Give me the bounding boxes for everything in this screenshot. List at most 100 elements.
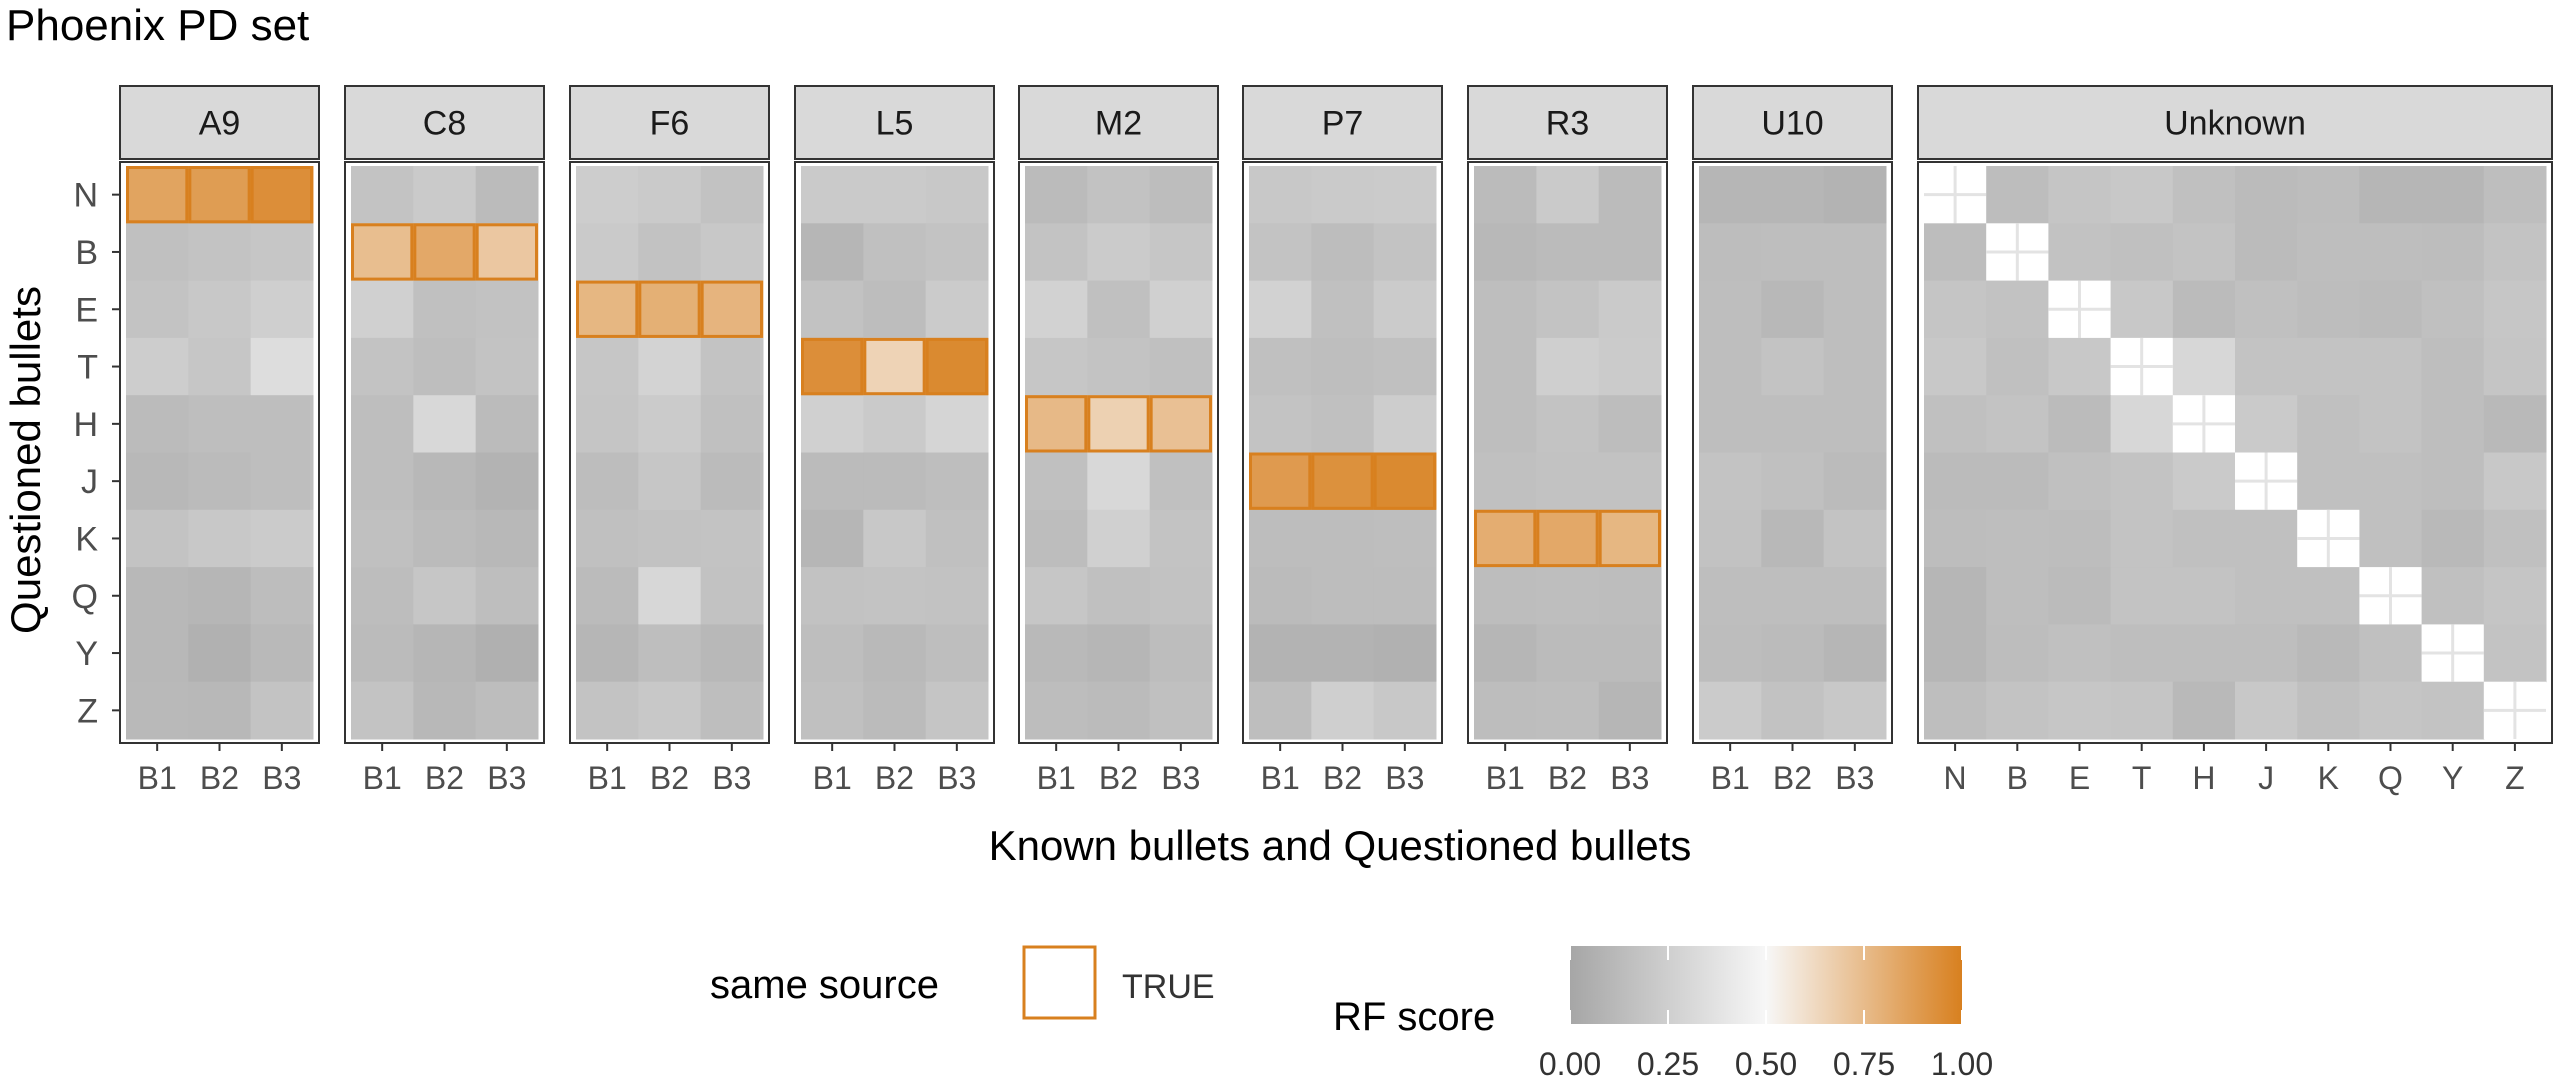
heatmap-cell (863, 509, 927, 568)
heatmap-cell (925, 624, 989, 683)
heatmap-cell (801, 166, 864, 224)
panel-M2: M2 B1 B2 B3 (1018, 85, 1219, 796)
heatmap-cell (2483, 624, 2547, 683)
heatmap-cell (126, 166, 189, 224)
heatmap-cell (2297, 337, 2360, 396)
heatmap-cell (801, 223, 864, 282)
heatmap-cell (1249, 280, 1312, 339)
panel-C8: C8 B1 B2 B3 (344, 85, 545, 796)
heatmap-cell (2359, 223, 2423, 282)
heatmap-cell (1924, 223, 1987, 282)
same-source-outline (126, 166, 189, 224)
heatmap-cell (2048, 166, 2112, 224)
heatmap-cell (475, 223, 539, 282)
heatmap-cell (1699, 223, 1762, 282)
heatmap-cell (925, 509, 989, 568)
heatmap-cell (863, 166, 927, 224)
heatmap-cell (1986, 337, 2049, 396)
legend-same-source-title: same source (710, 963, 939, 1007)
panel-strip-label: R3 (1546, 105, 1589, 143)
heatmap-cell (188, 166, 252, 224)
heatmap-cell-empty (2359, 567, 2422, 625)
x-tick-label: B1 (363, 760, 402, 796)
same-source-outline (250, 166, 314, 224)
heatmap-cell (2048, 624, 2112, 683)
heatmap-cell (475, 337, 539, 396)
heatmap-cell (475, 395, 539, 453)
same-source-outline (475, 223, 538, 281)
heatmap-cell (1373, 337, 1437, 396)
heatmap-cell (2359, 681, 2423, 740)
heatmap-cell (250, 166, 314, 224)
heatmap-cell (1699, 624, 1762, 683)
same-source-outline (1373, 452, 1436, 510)
heatmap-cell (2297, 223, 2360, 282)
heatmap-cell (2359, 452, 2423, 511)
heatmap-cell-empty (2297, 509, 2360, 568)
heatmap-cell (2235, 567, 2298, 625)
y-tick-label: J (81, 463, 98, 501)
heatmap-cell (250, 624, 314, 683)
heatmap-cell (1025, 166, 1088, 224)
panel-strip-label: F6 (650, 105, 690, 143)
heatmap-cell (1311, 223, 1375, 282)
heatmap-cell (2172, 223, 2236, 282)
colorbar-tick-label: 0.00 (1539, 1046, 1601, 1082)
heatmap-cell (1087, 395, 1151, 453)
x-tick-label: B2 (200, 760, 239, 796)
heatmap-cell (1761, 337, 1825, 396)
x-tick-label: B1 (138, 760, 177, 796)
chart-title: Phoenix PD set (6, 1, 309, 50)
heatmap-cell (1373, 509, 1437, 568)
heatmap-cell (2297, 681, 2360, 740)
heatmap-cell (1598, 223, 1662, 282)
same-source-outline (1536, 509, 1599, 568)
heatmap-cell (351, 395, 414, 453)
x-tick-label: Q (2378, 760, 2403, 796)
heatmap-cell (1823, 166, 1887, 224)
same-source-outline (1598, 509, 1661, 568)
same-source-outline (1249, 452, 1312, 510)
heatmap-cell (1373, 567, 1437, 625)
heatmap-cell (2235, 166, 2298, 224)
x-tick-label: B3 (487, 760, 526, 796)
heatmap-cell (2297, 624, 2360, 683)
heatmap-cell (1025, 567, 1088, 625)
heatmap-cell (1149, 337, 1213, 396)
heatmap-cell (413, 452, 477, 511)
y-tick-label: Q (72, 578, 98, 616)
heatmap-cell (1699, 452, 1762, 511)
heatmap-cell (1474, 624, 1537, 683)
heatmap-cell (1249, 681, 1312, 740)
heatmap-cell (2359, 624, 2423, 683)
heatmap-cell (1373, 223, 1437, 282)
heatmap-cell (925, 395, 989, 453)
heatmap-cell (1311, 567, 1375, 625)
heatmap-cell-empty (2048, 280, 2111, 338)
heatmap-cell (1373, 452, 1437, 511)
heatmap-cell (351, 567, 414, 625)
heatmap-cell (1373, 624, 1437, 683)
heatmap-cell (2421, 280, 2485, 339)
same-source-outline (576, 280, 639, 338)
heatmap-cell (1536, 624, 1600, 683)
same-source-outline (351, 223, 414, 281)
heatmap-cell (1761, 509, 1825, 568)
heatmap-cell (475, 509, 539, 568)
heatmap-cell (2235, 223, 2298, 282)
heatmap-cell (1598, 395, 1662, 453)
heatmap-cell (1311, 509, 1375, 568)
heatmap-cell (126, 223, 189, 282)
panel-strip (1917, 85, 2553, 160)
heatmap-cell (250, 681, 314, 740)
heatmap-cell (2483, 452, 2547, 511)
colorbar-tick-label: 1.00 (1931, 1046, 1993, 1082)
heatmap-cell (638, 166, 702, 224)
heatmap-cell (413, 624, 477, 683)
heatmap-cell (2110, 681, 2174, 740)
heatmap-cell (2235, 509, 2298, 568)
heatmap-cell (1761, 223, 1825, 282)
heatmap-cell (2483, 166, 2547, 224)
heatmap-cell (2048, 567, 2112, 625)
panel-strip-label: A9 (199, 105, 241, 143)
